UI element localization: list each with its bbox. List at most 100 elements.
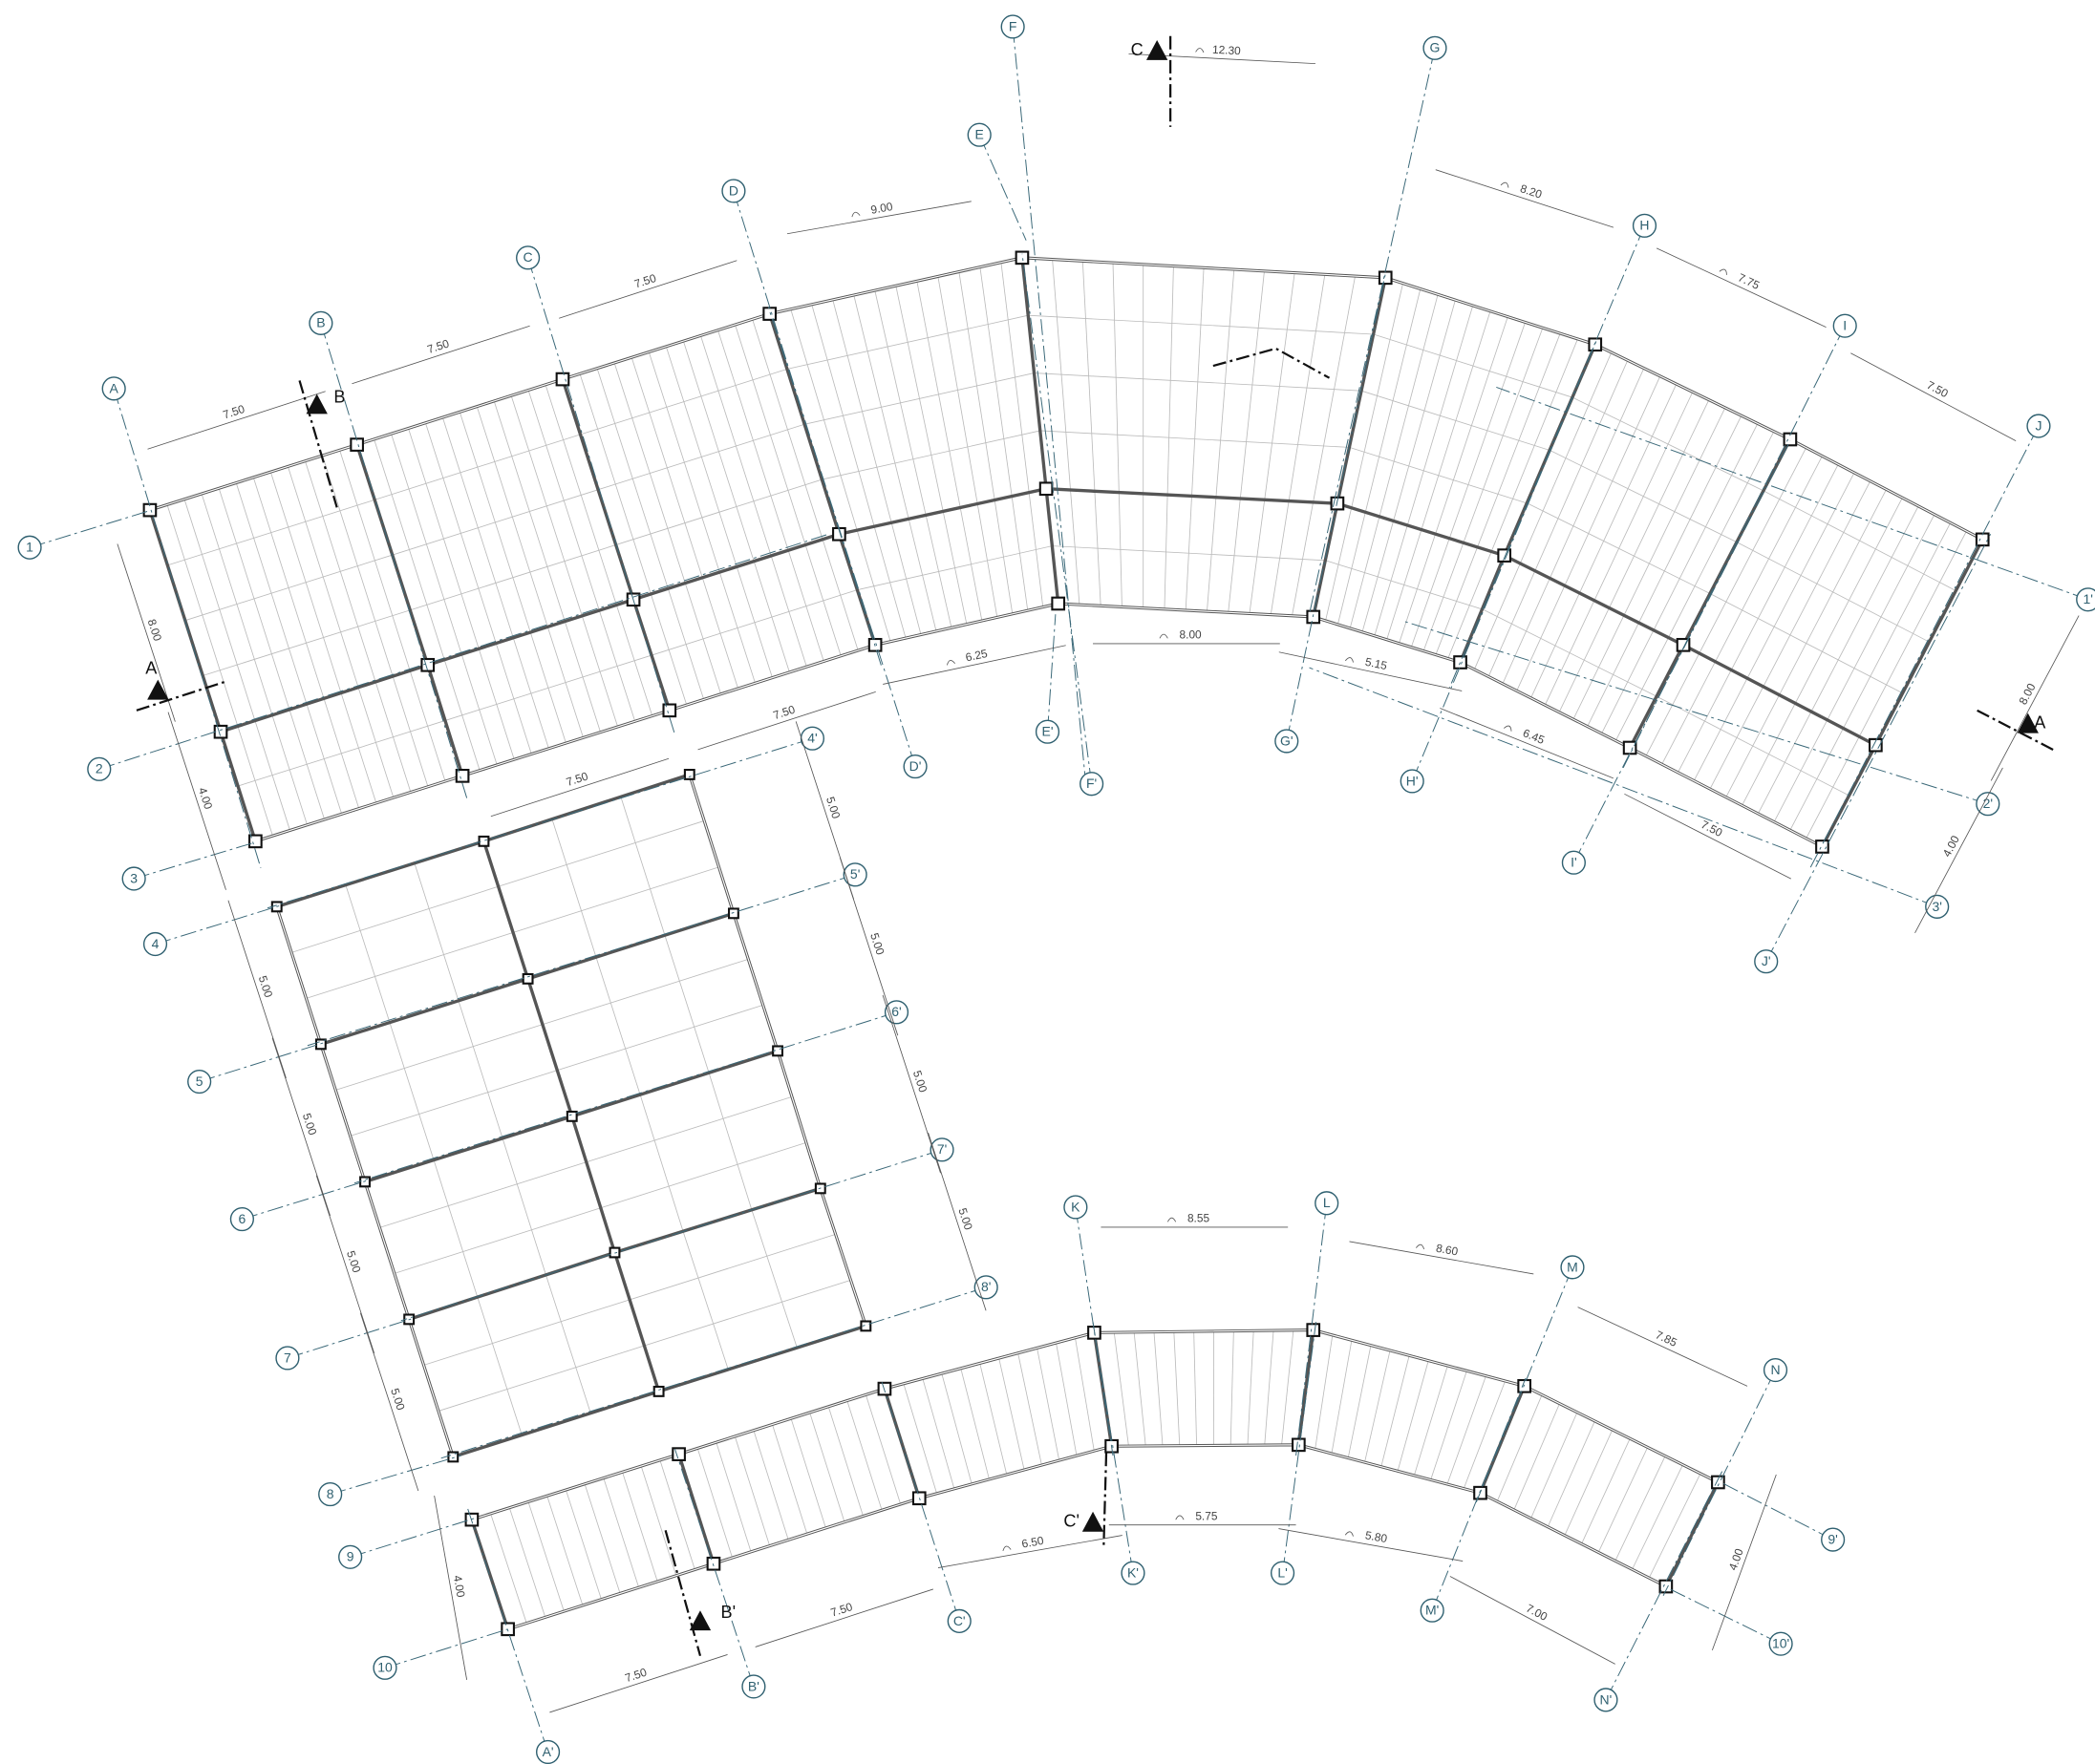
dimension-line bbox=[227, 900, 287, 1079]
column bbox=[566, 1110, 578, 1122]
rail bbox=[345, 884, 391, 1023]
grid-bubble bbox=[87, 756, 112, 781]
column bbox=[455, 769, 470, 783]
dimension-label: 7.50 bbox=[632, 271, 658, 291]
grid-bubble bbox=[101, 376, 126, 401]
purlin bbox=[1496, 1394, 1543, 1502]
column bbox=[727, 907, 739, 920]
section-arrow bbox=[1145, 39, 1168, 60]
grid-label: I bbox=[1843, 318, 1847, 333]
grid-label: M' bbox=[1425, 1603, 1439, 1618]
arc-symbol bbox=[947, 660, 955, 666]
dimension-label: 8.00 bbox=[1180, 628, 1203, 642]
dimension-line bbox=[937, 1535, 1122, 1568]
column bbox=[652, 1385, 665, 1397]
grid-bubble bbox=[1560, 1255, 1585, 1280]
dimension-line bbox=[490, 757, 670, 818]
purlin bbox=[903, 1383, 937, 1494]
grid-axis bbox=[1295, 1202, 1328, 1456]
dimension-line bbox=[117, 543, 176, 722]
dimension: 5.00 bbox=[882, 994, 941, 1174]
grid-label: 3' bbox=[1932, 899, 1941, 914]
cross-beam bbox=[1664, 1481, 1720, 1587]
arc-symbol bbox=[1175, 1515, 1185, 1520]
grid-axis bbox=[1431, 1377, 1527, 1611]
purlin bbox=[1315, 1334, 1334, 1450]
dimension: 4.00 bbox=[167, 712, 226, 890]
grid-axis bbox=[1309, 48, 1436, 615]
grid-axis bbox=[1092, 1322, 1134, 1574]
column bbox=[1622, 740, 1637, 755]
grid-label: F bbox=[1009, 18, 1017, 33]
grid-axis bbox=[155, 904, 282, 945]
purlin bbox=[998, 1357, 1025, 1471]
purlin bbox=[640, 1465, 677, 1576]
grid-label: 2 bbox=[96, 761, 103, 776]
dimension: 8.00 bbox=[117, 543, 176, 722]
grid-label: 8 bbox=[327, 1486, 334, 1501]
dimension-label: 6.50 bbox=[1020, 1534, 1045, 1551]
grid-axis bbox=[134, 841, 255, 880]
dimension-line bbox=[315, 1175, 375, 1354]
column bbox=[1815, 839, 1829, 854]
grid-bubble bbox=[1832, 313, 1857, 338]
purlin bbox=[846, 1400, 883, 1511]
dimension-label: 8.00 bbox=[145, 618, 165, 644]
rail bbox=[444, 654, 652, 721]
dimension-line bbox=[559, 260, 738, 319]
dimension-line bbox=[352, 325, 530, 385]
dimension-line bbox=[882, 994, 941, 1174]
dimension-label: 8.55 bbox=[1187, 1212, 1210, 1225]
grid-label: 6' bbox=[891, 1004, 901, 1019]
section-cut bbox=[1102, 1453, 1108, 1549]
section-label: B' bbox=[721, 1603, 737, 1622]
grid-bubble bbox=[142, 931, 168, 957]
arc-symbol bbox=[1500, 181, 1509, 188]
dimension-line bbox=[1278, 651, 1463, 691]
grid-axis bbox=[527, 257, 675, 735]
purlin bbox=[827, 1406, 864, 1517]
column bbox=[522, 972, 534, 985]
dimension-label: 8.20 bbox=[1519, 181, 1545, 202]
rail bbox=[620, 796, 666, 936]
grid-label: K bbox=[1071, 1199, 1080, 1214]
column bbox=[609, 1246, 621, 1259]
rail bbox=[167, 499, 375, 566]
column bbox=[1051, 596, 1066, 611]
dimension: 5.15 bbox=[1278, 651, 1463, 691]
grid-bubble bbox=[741, 1674, 766, 1699]
grid-bubble bbox=[1632, 213, 1657, 238]
rail bbox=[1325, 560, 1484, 610]
grid-label: M bbox=[1567, 1259, 1578, 1274]
section-arrow bbox=[1081, 1511, 1104, 1532]
column bbox=[860, 1320, 872, 1332]
ridge-mark bbox=[1212, 347, 1331, 379]
rail bbox=[458, 1000, 503, 1138]
purlin bbox=[1017, 1352, 1042, 1466]
section-label: B bbox=[333, 387, 345, 406]
dimension-line bbox=[147, 391, 326, 450]
dimension-line bbox=[1914, 767, 2003, 934]
grid-label: 8' bbox=[981, 1279, 991, 1294]
grid-label: 9 bbox=[347, 1549, 354, 1564]
rail bbox=[433, 1159, 479, 1298]
purlin bbox=[527, 1501, 565, 1612]
grid-axis bbox=[1282, 1322, 1317, 1574]
purlin bbox=[546, 1496, 584, 1605]
purlin bbox=[659, 1459, 695, 1570]
grid-axis bbox=[1047, 614, 1057, 733]
section-arrow bbox=[306, 393, 328, 414]
grid-axis bbox=[1669, 1588, 1782, 1645]
purlin bbox=[809, 1412, 845, 1522]
rail bbox=[1763, 490, 1956, 591]
grid-axis bbox=[1765, 534, 1992, 962]
arc-symbol bbox=[1195, 48, 1205, 53]
dimension-label: 6.25 bbox=[964, 647, 989, 665]
rail bbox=[1039, 430, 1350, 448]
purlin bbox=[1632, 1464, 1683, 1570]
column bbox=[1015, 250, 1030, 266]
dimension-line bbox=[1624, 793, 1791, 880]
section-arrow bbox=[2017, 712, 2039, 733]
grid-axis bbox=[98, 533, 829, 770]
